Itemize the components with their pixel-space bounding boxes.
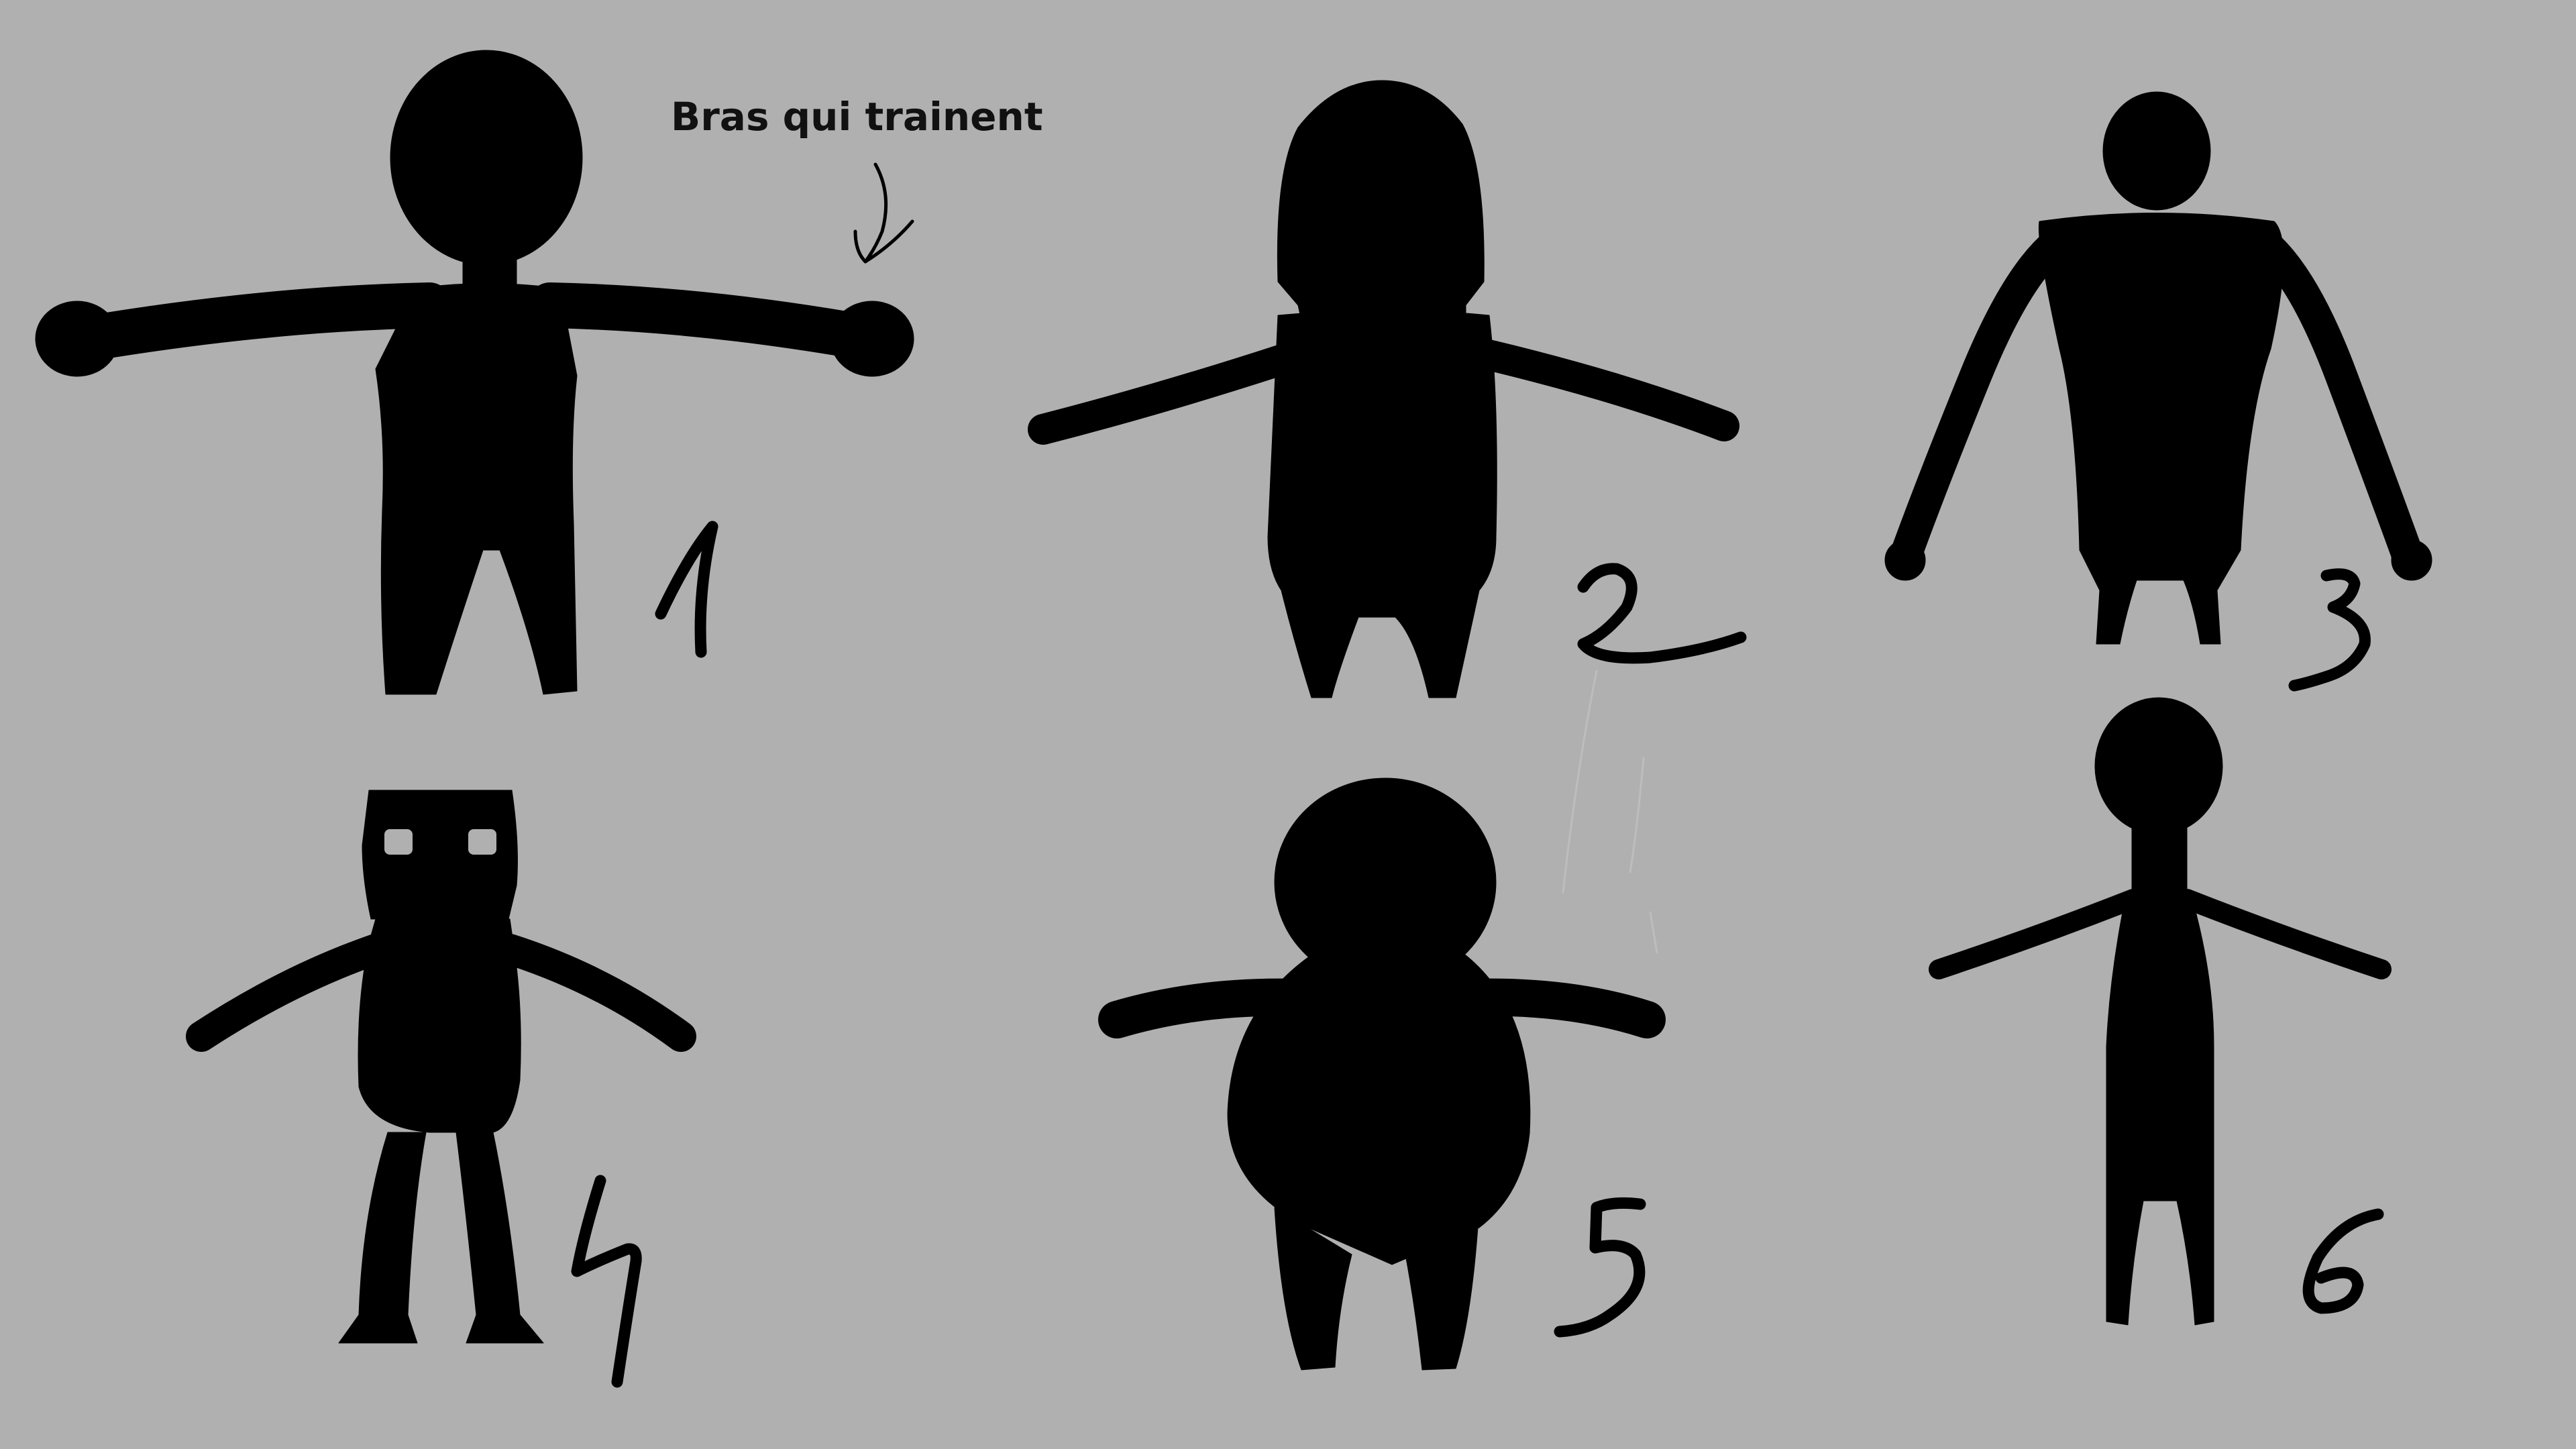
silhouette-4 (186, 790, 696, 1344)
arrow-down-icon (853, 162, 914, 264)
silhouette-number-4: 4 (571, 1175, 642, 1388)
silhouette-4-left-eye (384, 829, 413, 855)
silhouette-5 (1098, 777, 1666, 1371)
silhouette-6 (1929, 697, 2392, 1326)
silhouette-4-right-eye (468, 829, 496, 855)
silhouette-number-5: 5 (1554, 1197, 1646, 1338)
silhouette-number-1: 1 (655, 521, 718, 658)
faint-sketch-line (1562, 669, 1658, 954)
silhouette-number-2: 2 (1577, 563, 1747, 664)
silhouette-3 (1884, 91, 2432, 645)
silhouette-number-6: 6 (2302, 1208, 2384, 1314)
silhouette-number-3: 3 (2288, 568, 2371, 692)
annotation-label: Bras qui trainent (671, 94, 1043, 140)
silhouette-1 (35, 50, 914, 695)
silhouette-2 (1028, 80, 1739, 698)
